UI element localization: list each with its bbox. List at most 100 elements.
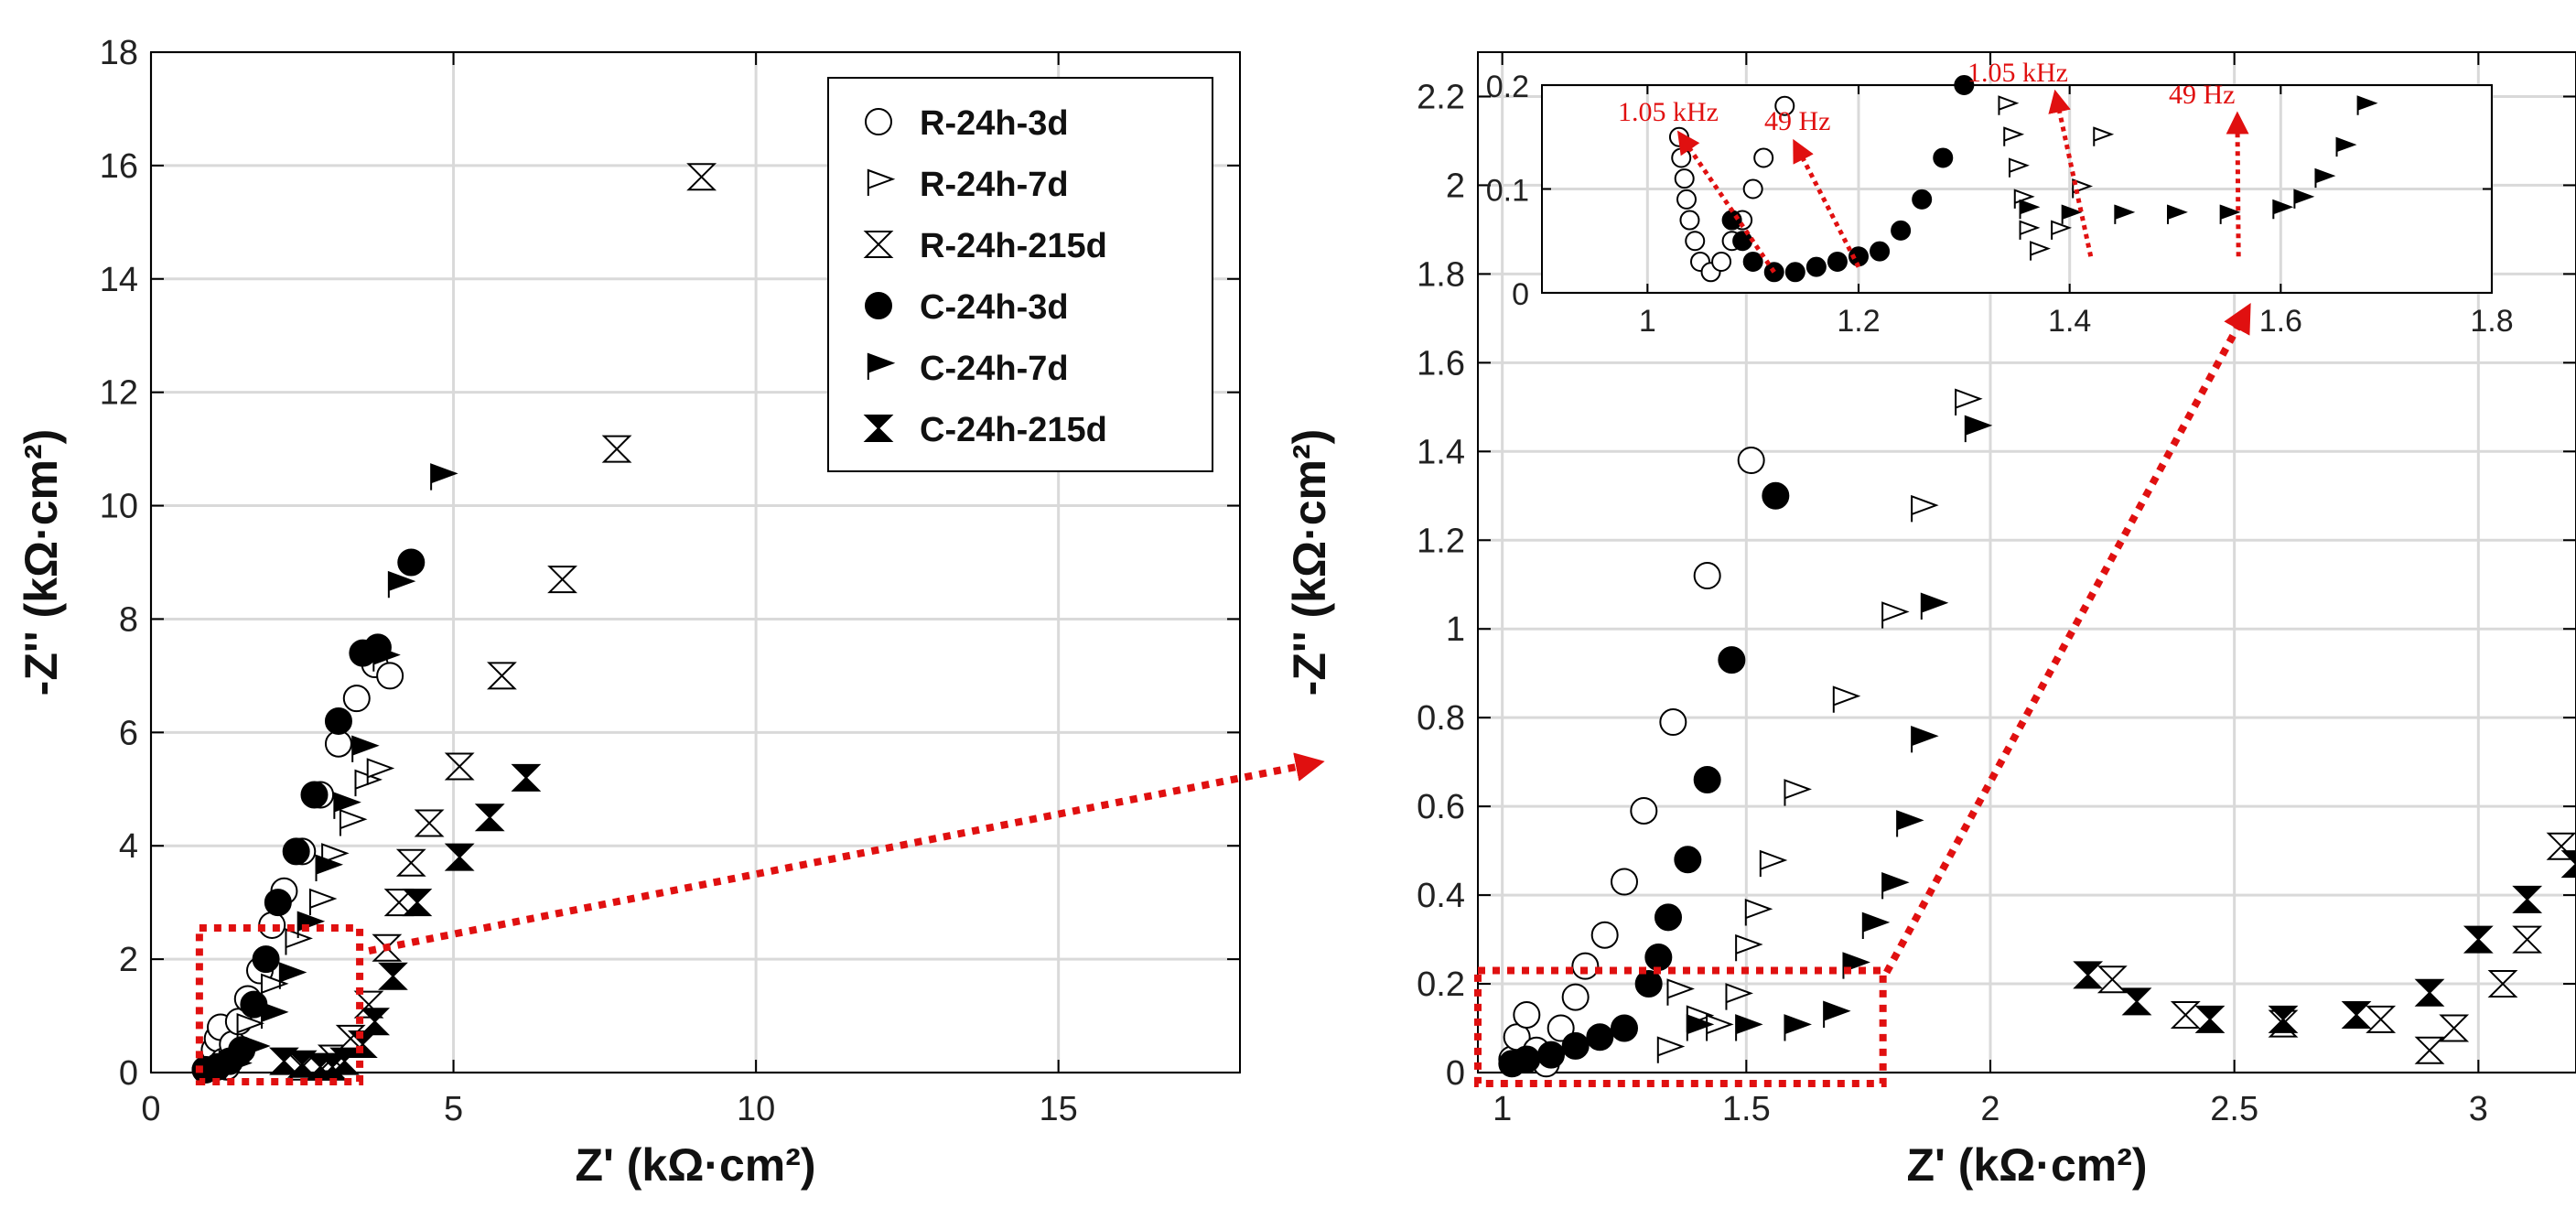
data-point (1547, 1014, 1575, 1042)
data-point (1823, 1000, 1851, 1028)
data-point (2013, 189, 2035, 209)
data-point (1611, 868, 1638, 896)
data-point (1721, 210, 1742, 231)
data-point (1666, 978, 1695, 1006)
data-point (1744, 899, 1773, 926)
y-tick-label: 6 (119, 714, 138, 752)
data-point (2170, 1000, 2201, 1029)
data-point (243, 1035, 271, 1063)
y-tick-label: 1 (1446, 610, 1465, 649)
data-point (1784, 779, 1812, 806)
data-point (1774, 95, 1795, 116)
data-point (339, 809, 368, 836)
data-point (2114, 204, 2136, 224)
data-point (300, 781, 329, 809)
data-point (1644, 943, 1673, 971)
data-point (2463, 925, 2494, 954)
legend-label: R-24h-215d (920, 227, 1107, 265)
data-point (2293, 189, 2315, 209)
data-point (1735, 1014, 1763, 1041)
data-point (1674, 846, 1702, 874)
data-point (2560, 850, 2576, 879)
data-point (1955, 388, 1983, 415)
data-point (2019, 199, 2041, 220)
x-tick-label: 3 (2469, 1090, 2488, 1128)
data-point (1674, 168, 1695, 189)
frequency-label: 1.05 kHz (1618, 97, 1719, 127)
data-point (1590, 921, 1619, 949)
data-point (1870, 241, 1891, 262)
legend-box (827, 77, 1213, 472)
data-point (1759, 849, 1788, 878)
data-point (430, 463, 458, 491)
data-point (686, 163, 717, 191)
y-tick-label: 2.2 (1417, 78, 1465, 116)
data-point (1742, 251, 1763, 272)
data-point (366, 758, 395, 785)
frequency-label: 49 Hz (1764, 106, 1830, 136)
axis-label-layer: Z' (kΩ·cm²) -Z'' (kΩ·cm²) Z' (kΩ·cm²) -Z'' … (16, 429, 2148, 1191)
data-point (2512, 885, 2543, 913)
x-tick-label: 1.5 (1722, 1090, 1771, 1128)
data-point (2019, 220, 2041, 240)
y-axis-label: -Z'' (kΩ·cm²) (1284, 429, 1335, 696)
data-point (1671, 147, 1692, 168)
data-point (1911, 494, 1939, 523)
data-point (2414, 1036, 2445, 1064)
data-point (865, 108, 892, 135)
data-point (2093, 126, 2115, 146)
x-tick-label: 10 (737, 1090, 775, 1128)
data-point (1634, 970, 1663, 998)
data-point (867, 352, 896, 380)
data-point (1537, 1041, 1565, 1069)
x-tick-label: 1 (1639, 304, 1656, 339)
data-point (395, 848, 426, 877)
y-tick-label: 0 (1512, 277, 1529, 312)
inset-zoom-box (1474, 966, 1887, 1087)
data-point (2512, 925, 2543, 954)
data-point (2051, 220, 2073, 240)
data-point (1654, 903, 1682, 932)
data-point (1686, 1014, 1715, 1041)
data-point (1998, 95, 2020, 115)
data-point (867, 168, 896, 196)
frequency-label: 1.05 kHz (1967, 58, 2068, 88)
x-tick-label: 1.2 (1837, 304, 1880, 339)
data-point (236, 1013, 265, 1041)
data-point (324, 706, 352, 735)
x-axis-label: Z' (kΩ·cm²) (1906, 1139, 2147, 1191)
frequency-label: 49 Hz (2169, 80, 2235, 110)
data-point (2356, 95, 2378, 115)
data-point (1693, 766, 1721, 794)
data-point (2487, 970, 2518, 998)
data-point (1911, 725, 1939, 753)
x-tick-label: 1.6 (2259, 304, 2302, 339)
data-point (1784, 262, 1805, 283)
data-point (863, 415, 894, 442)
data-point (547, 566, 577, 594)
x-tick-label: 2 (1980, 1090, 1999, 1128)
frequency-arrow (2226, 111, 2249, 257)
data-point (286, 1050, 318, 1078)
data-point (2009, 157, 2030, 178)
data-point (1742, 178, 1763, 200)
data-point (1753, 147, 1774, 168)
data-point (1832, 685, 1861, 713)
data-point (269, 1047, 299, 1075)
data-point (1659, 708, 1687, 737)
data-point (1784, 1014, 1812, 1041)
data-point (1693, 562, 1721, 590)
x-tick-label: 15 (1040, 1090, 1078, 1128)
data-point (1861, 911, 1891, 940)
y-tick-label: 12 (100, 374, 138, 413)
legend-label: C-24h-215d (920, 411, 1107, 449)
data-point (1912, 189, 1933, 210)
data-point (2167, 204, 2188, 224)
data-point (264, 889, 292, 917)
data-point (1725, 983, 1753, 1010)
data-point (1896, 810, 1924, 837)
y-tick-label: 0 (119, 1054, 138, 1093)
y-tick-label: 1.6 (1417, 344, 1465, 383)
data-point (1685, 231, 1706, 252)
y-tick-label: 0.6 (1417, 788, 1465, 826)
